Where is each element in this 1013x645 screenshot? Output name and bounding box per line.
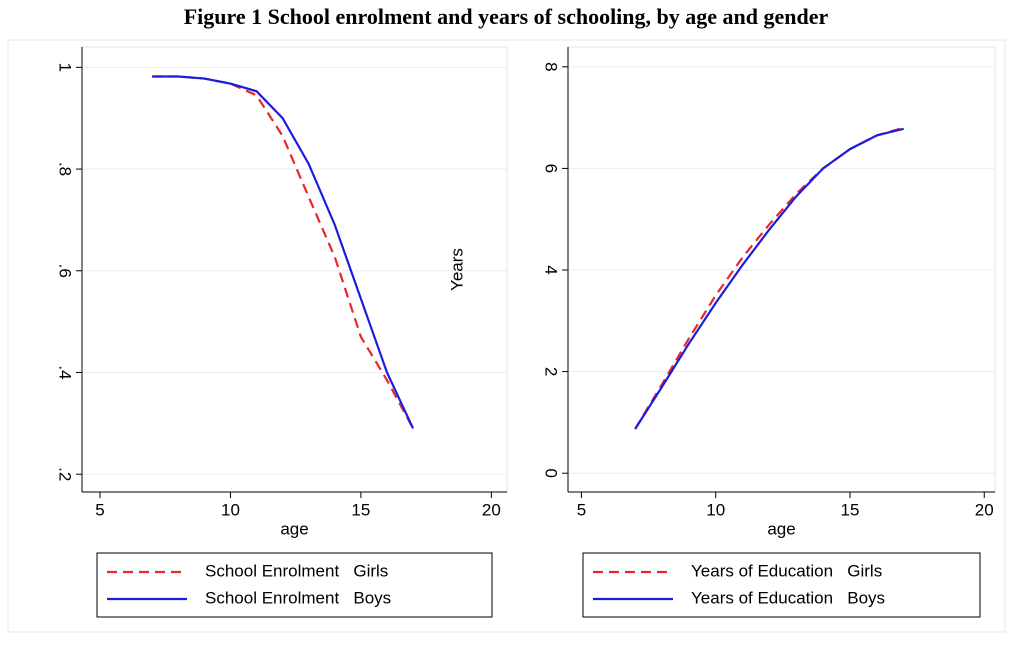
- legend-label: Years of Education Girls: [691, 561, 882, 580]
- y-tick-label: .6: [56, 264, 75, 278]
- x-axis-label: age: [280, 519, 308, 538]
- y-tick-label: 4: [542, 265, 561, 274]
- y-tick-label: .2: [56, 467, 75, 481]
- y-axis-label: Years: [447, 248, 466, 291]
- x-tick-label: 5: [577, 500, 586, 519]
- y-tick-label: 2: [542, 367, 561, 376]
- series-line: [152, 75, 415, 429]
- x-tick-label: 15: [351, 500, 370, 519]
- x-tick-label: 20: [975, 500, 994, 519]
- series-line: [152, 75, 415, 429]
- y-tick-label: .4: [56, 365, 75, 379]
- plot-area: [567, 46, 996, 493]
- x-tick-label: 15: [841, 500, 860, 519]
- x-tick-label: 10: [221, 500, 240, 519]
- legend-label: School Enrolment Girls: [205, 561, 388, 580]
- x-tick-label: 20: [482, 500, 501, 519]
- legend-label: Years of Education Boys: [691, 588, 885, 607]
- plot-area: [81, 46, 508, 493]
- y-tick-label: 1: [56, 63, 75, 72]
- y-tick-label: 8: [542, 62, 561, 71]
- y-tick-label: 6: [542, 164, 561, 173]
- x-tick-label: 10: [706, 500, 725, 519]
- y-tick-label: 0: [542, 468, 561, 477]
- series-line: [634, 127, 904, 430]
- x-tick-label: 5: [95, 500, 104, 519]
- legend-box: [96, 552, 493, 618]
- y-tick-label: .8: [56, 162, 75, 176]
- figure-title: Figure 1 School enrolment and years of s…: [184, 4, 829, 29]
- series-line: [634, 126, 904, 430]
- legend-box: [582, 552, 981, 618]
- legend-label: School Enrolment Boys: [205, 588, 391, 607]
- x-axis-label: age: [767, 519, 795, 538]
